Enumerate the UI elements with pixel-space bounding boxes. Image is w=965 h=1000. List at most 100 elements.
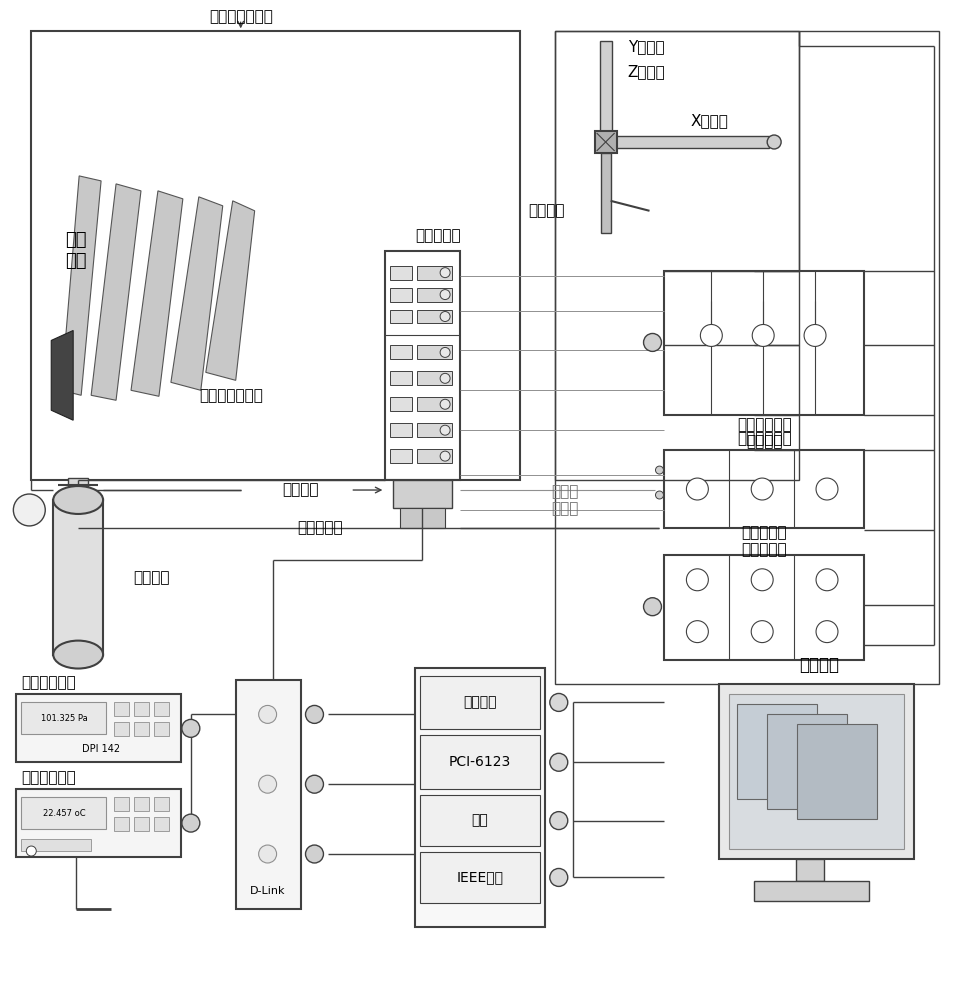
Circle shape: [440, 425, 450, 435]
Bar: [134, 797, 149, 811]
Circle shape: [306, 705, 323, 723]
Bar: [394, 480, 452, 508]
Bar: [390, 266, 412, 280]
Circle shape: [767, 135, 781, 149]
Circle shape: [644, 333, 661, 351]
Bar: [390, 423, 412, 437]
Bar: [390, 310, 412, 323]
Bar: [737, 704, 817, 799]
Text: 非定常
数据流: 非定常 数据流: [551, 484, 578, 516]
Bar: [69, 478, 88, 500]
Text: 在线标定: 在线标定: [283, 483, 318, 498]
Bar: [555, 31, 799, 480]
Text: 动态探针: 动态探针: [528, 203, 565, 218]
Bar: [420, 676, 539, 729]
Circle shape: [644, 598, 661, 616]
Bar: [134, 817, 149, 831]
Circle shape: [306, 845, 323, 863]
Bar: [797, 724, 877, 819]
Text: 环境气压监测: 环境气压监测: [21, 675, 76, 690]
Bar: [665, 555, 864, 660]
Circle shape: [181, 814, 200, 832]
Bar: [417, 449, 452, 463]
Polygon shape: [206, 201, 255, 380]
Text: 个人电脑: 个人电脑: [463, 695, 497, 709]
Circle shape: [816, 478, 838, 500]
Bar: [755, 881, 868, 901]
Bar: [16, 789, 180, 857]
Bar: [390, 397, 412, 411]
Circle shape: [259, 775, 277, 793]
Polygon shape: [61, 176, 101, 395]
Circle shape: [440, 312, 450, 321]
Circle shape: [686, 569, 708, 591]
Text: 测量
对象: 测量 对象: [66, 231, 87, 270]
Circle shape: [753, 324, 774, 346]
Bar: [21, 702, 106, 734]
Circle shape: [816, 621, 838, 643]
Polygon shape: [131, 191, 182, 396]
Bar: [796, 859, 824, 881]
Text: 系统终端: 系统终端: [799, 656, 839, 674]
Text: 定常数据流: 定常数据流: [297, 520, 344, 535]
Bar: [235, 680, 300, 909]
Polygon shape: [51, 330, 73, 420]
Circle shape: [440, 347, 450, 357]
Bar: [134, 702, 149, 716]
Text: 22.457 oC: 22.457 oC: [42, 809, 86, 818]
Circle shape: [550, 693, 567, 711]
Text: 网卡: 网卡: [472, 814, 488, 828]
Circle shape: [14, 494, 45, 526]
Circle shape: [686, 621, 708, 643]
Text: 数据采集板: 数据采集板: [415, 228, 460, 243]
Bar: [599, 136, 769, 148]
Bar: [417, 288, 452, 302]
Text: PCI-6123: PCI-6123: [449, 755, 511, 769]
Bar: [420, 795, 539, 846]
Text: D-Link: D-Link: [250, 886, 286, 896]
Bar: [21, 839, 91, 851]
Bar: [417, 310, 452, 323]
Text: IEEE端口: IEEE端口: [456, 870, 504, 884]
Text: Z轴导轨: Z轴导轨: [627, 64, 665, 79]
Circle shape: [440, 268, 450, 278]
Circle shape: [751, 478, 773, 500]
Circle shape: [550, 868, 567, 886]
Text: 试验温度监测点: 试验温度监测点: [208, 9, 273, 24]
Polygon shape: [91, 184, 141, 400]
Circle shape: [655, 466, 664, 474]
Bar: [600, 153, 611, 233]
Text: 数据传输枢纽: 数据传输枢纽: [737, 431, 791, 446]
Circle shape: [655, 491, 664, 499]
Circle shape: [259, 705, 277, 723]
Bar: [420, 735, 539, 789]
Circle shape: [550, 753, 567, 771]
Circle shape: [550, 812, 567, 830]
Bar: [114, 797, 129, 811]
Text: DPI 142: DPI 142: [82, 744, 121, 754]
Bar: [31, 31, 520, 480]
Circle shape: [804, 324, 826, 346]
Bar: [417, 266, 452, 280]
Text: 高压气罐: 高压气罐: [133, 570, 170, 585]
Circle shape: [701, 324, 723, 346]
Text: 试验压力监测点: 试验压力监测点: [199, 388, 262, 403]
Bar: [594, 131, 617, 153]
Bar: [154, 702, 169, 716]
Ellipse shape: [53, 641, 103, 669]
Circle shape: [751, 569, 773, 591]
Polygon shape: [171, 197, 223, 390]
Bar: [415, 668, 545, 927]
Bar: [114, 817, 129, 831]
Bar: [53, 500, 103, 655]
Bar: [390, 449, 412, 463]
Bar: [599, 41, 612, 141]
Text: 101.325 Pa: 101.325 Pa: [41, 714, 88, 723]
Text: 环境温度监测: 环境温度监测: [21, 770, 76, 785]
Bar: [390, 288, 412, 302]
Text: 坐标位移结构
控制单元: 坐标位移结构 控制单元: [737, 417, 791, 449]
Ellipse shape: [53, 486, 103, 514]
Bar: [390, 371, 412, 385]
Bar: [555, 31, 939, 684]
Bar: [400, 508, 445, 528]
